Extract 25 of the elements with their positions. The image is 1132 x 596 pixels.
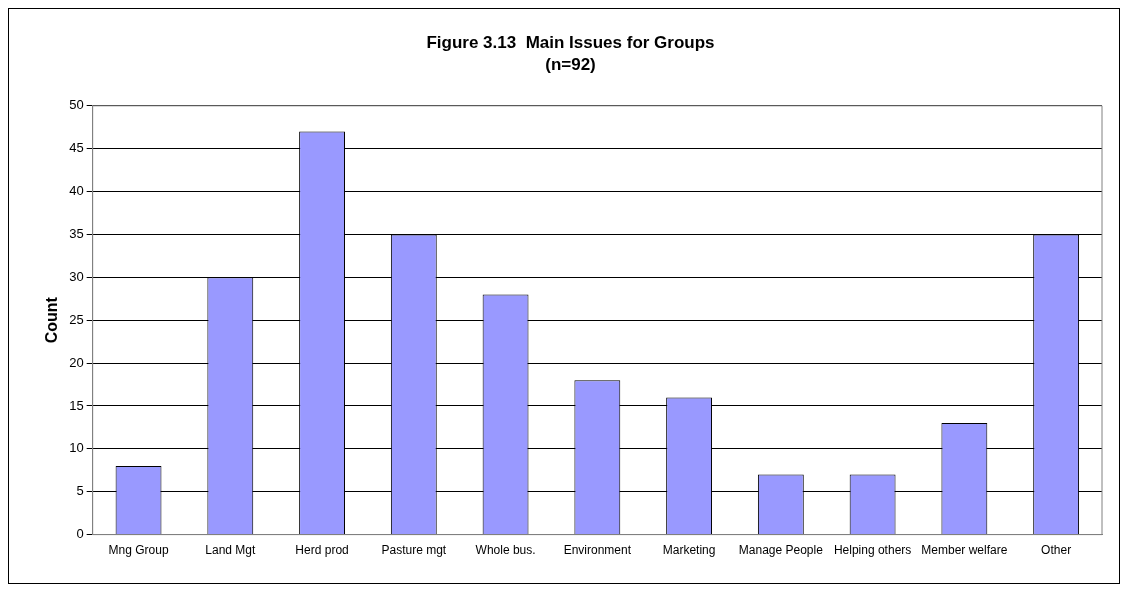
x-tick-label: Member welfare	[921, 543, 1008, 558]
x-tick-label: Other	[1041, 543, 1072, 558]
chart-subtitle: (n=92)	[545, 55, 596, 75]
y-tick-label: 5	[76, 483, 84, 499]
y-tick-label: 40	[69, 183, 84, 199]
y-tick-label: 10	[69, 440, 84, 456]
x-tick-label: Marketing	[662, 543, 716, 558]
y-tick-label: 15	[69, 397, 84, 413]
y-tick-label: 20	[69, 354, 84, 370]
chart-title: Figure 3.13 Main Issues for Groups	[426, 32, 715, 52]
y-tick-label: 25	[69, 311, 84, 327]
x-tick-label: Pasture mgt	[381, 543, 447, 558]
x-tick-label: Helping others	[833, 543, 912, 558]
x-tick-label: Land Mgt	[205, 543, 256, 558]
y-axis-title: Count	[43, 296, 61, 344]
y-tick-label: 45	[69, 140, 84, 156]
y-tick-label: 30	[69, 268, 84, 284]
x-tick-label: Manage People	[738, 543, 824, 558]
y-tick-label: 35	[69, 226, 84, 242]
x-tick-label: Whole bus.	[475, 543, 536, 558]
x-tick-label: Mng Group	[108, 543, 169, 558]
y-tick-label: 0	[76, 526, 84, 542]
x-tick-label: Herd prod	[295, 543, 349, 558]
x-tick-label: Environment	[563, 543, 632, 558]
y-tick-label: 50	[69, 97, 84, 113]
